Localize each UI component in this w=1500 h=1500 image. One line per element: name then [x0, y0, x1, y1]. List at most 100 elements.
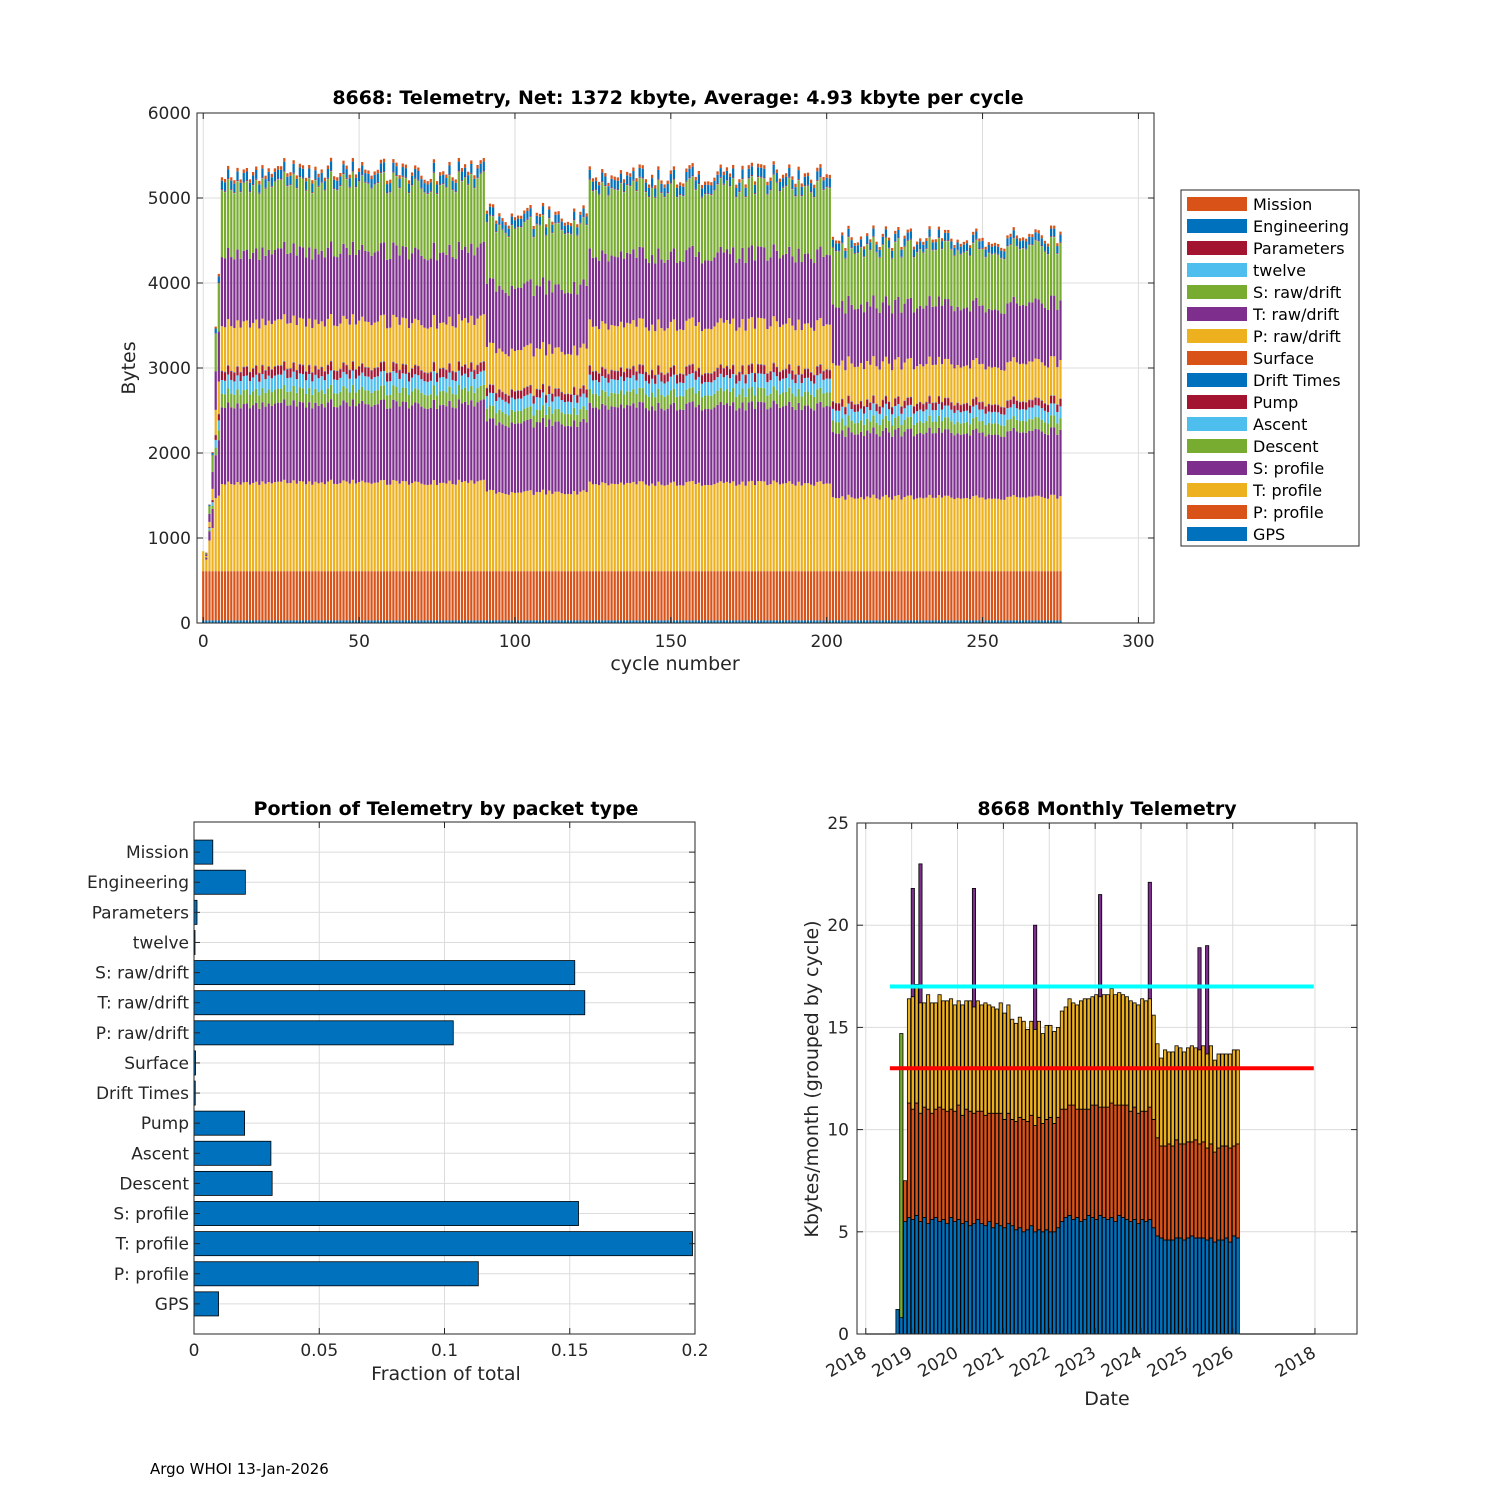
top-seg-2 — [953, 499, 956, 572]
top-seg-1 — [435, 571, 439, 621]
top-seg-14 — [819, 167, 822, 177]
top-seg-9 — [541, 342, 545, 384]
top-seg-14 — [968, 247, 972, 256]
top-seg-15 — [675, 184, 679, 188]
top-seg-11 — [264, 188, 267, 256]
top-seg-15 — [666, 180, 669, 185]
top-seg-13 — [566, 232, 570, 234]
top-bar-cycle-208 — [850, 237, 853, 623]
top-seg-4 — [504, 413, 507, 426]
top-seg-1 — [632, 571, 635, 621]
top-seg-2 — [984, 499, 987, 572]
top-seg-0 — [728, 620, 732, 623]
top-seg-5 — [407, 381, 411, 395]
top-seg-14 — [766, 185, 769, 194]
top-seg-10 — [304, 257, 308, 327]
top-seg-4 — [576, 414, 579, 427]
top-bar-cycle-122 — [582, 205, 585, 623]
top-seg-1 — [510, 571, 513, 621]
top-seg-13 — [766, 193, 769, 195]
top-seg-13 — [329, 170, 333, 172]
top-seg-11 — [582, 217, 585, 280]
top-seg-11 — [897, 238, 900, 297]
top-seg-15 — [401, 163, 404, 168]
top-seg-2 — [626, 482, 629, 572]
top-seg-3 — [557, 421, 560, 492]
top-seg-4 — [513, 411, 517, 424]
top-seg-14 — [317, 177, 320, 186]
top-seg-3 — [435, 408, 439, 485]
top-seg-2 — [510, 492, 513, 572]
top-seg-9 — [638, 318, 641, 365]
top-seg-2 — [407, 484, 411, 572]
top-seg-14 — [579, 214, 582, 223]
top-seg-5 — [972, 406, 975, 419]
top-seg-5 — [679, 382, 682, 396]
top-seg-13 — [797, 178, 800, 180]
top-seg-5 — [987, 411, 990, 423]
top-seg-1 — [897, 571, 900, 621]
top-seg-4 — [925, 421, 928, 433]
top-seg-11 — [373, 184, 376, 253]
br-seg-profile — [929, 1112, 934, 1220]
top-bar-cycle-237 — [940, 238, 944, 623]
top-seg-3 — [732, 402, 735, 482]
top-seg-6 — [772, 363, 775, 373]
top-seg-9 — [847, 356, 850, 396]
top-seg-0 — [990, 620, 994, 623]
top-bar-cycle-30 — [295, 175, 298, 623]
top-seg-6 — [227, 365, 230, 375]
top-seg-9 — [361, 316, 364, 363]
top-seg-0 — [510, 620, 513, 623]
top-seg-5 — [984, 413, 987, 425]
top-bar-cycle-264 — [1025, 238, 1028, 623]
top-seg-14 — [632, 170, 635, 180]
top-seg-2 — [1003, 499, 1006, 572]
top-seg-10 — [488, 278, 492, 343]
top-seg-11 — [716, 184, 719, 253]
top-seg-5 — [320, 376, 323, 391]
top-seg-2 — [1046, 498, 1050, 572]
br-bar-month-6 — [918, 863, 923, 1335]
br-seg-raw-drift — [933, 1002, 938, 1110]
top-seg-4 — [579, 409, 582, 422]
bl-ytick-label-1: Engineering — [87, 873, 189, 893]
top-seg-1 — [872, 571, 875, 621]
top-seg-2 — [520, 492, 523, 572]
top-seg-5 — [675, 383, 679, 397]
top-bar-cycle-102 — [520, 215, 523, 623]
top-seg-13 — [925, 248, 928, 249]
top-seg-6 — [482, 361, 485, 371]
top-seg-14 — [1031, 237, 1034, 245]
top-seg-4 — [947, 417, 950, 430]
top-seg-6 — [598, 373, 601, 383]
top-seg-10 — [766, 260, 769, 330]
top-seg-6 — [956, 403, 959, 411]
top-seg-15 — [956, 239, 959, 243]
top-seg-4 — [922, 422, 925, 435]
top-seg-5 — [211, 502, 214, 506]
top-seg-11 — [317, 187, 320, 255]
top-seg-14 — [990, 246, 994, 254]
top-seg-4 — [414, 388, 417, 403]
top-seg-1 — [376, 571, 379, 621]
top-seg-11 — [311, 193, 314, 260]
top-seg-9 — [463, 318, 467, 364]
top-seg-10 — [520, 287, 523, 351]
top-seg-13 — [691, 175, 694, 177]
top-seg-3 — [429, 407, 432, 485]
top-bar-cycle-121 — [579, 211, 582, 623]
top-seg-15 — [289, 172, 292, 176]
top-seg-0 — [891, 620, 894, 623]
top-bar-cycle-234 — [931, 239, 934, 623]
top-seg-11 — [944, 241, 947, 300]
top-seg-15 — [345, 165, 348, 170]
top-seg-0 — [1034, 620, 1037, 623]
top-seg-11 — [694, 190, 697, 257]
top-seg-9 — [654, 331, 657, 375]
top-seg-11 — [688, 178, 691, 248]
top-seg-9 — [713, 326, 716, 371]
top-bar-cycle-228 — [912, 246, 916, 623]
top-seg-4 — [467, 391, 470, 405]
top-seg-0 — [569, 620, 573, 623]
